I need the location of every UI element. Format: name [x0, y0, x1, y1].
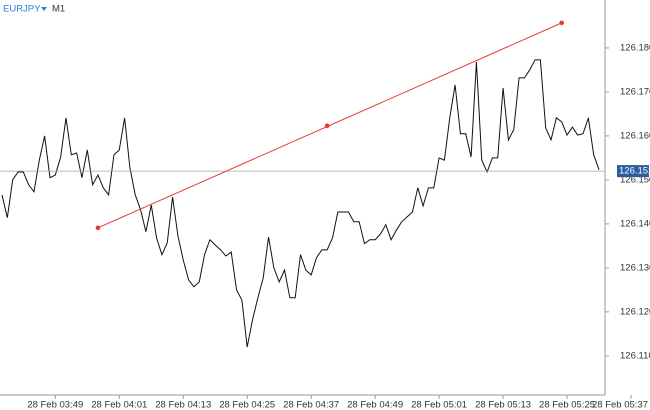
trendline-point — [95, 225, 101, 231]
x-tick-label: 28 Feb 04:37 — [283, 400, 339, 410]
x-tick-label: 28 Feb 04:25 — [219, 400, 275, 410]
x-tick-label: 28 Feb 05:25 — [539, 400, 595, 410]
x-tick-label: 28 Feb 03:49 — [27, 400, 83, 410]
timeframe[interactable]: M1 — [52, 4, 65, 15]
x-tick-label: 28 Feb 04:01 — [91, 400, 147, 410]
y-tick-label: 126.150 — [620, 174, 650, 185]
last-price-box — [617, 165, 649, 178]
dropdown-arrow[interactable] — [41, 7, 47, 11]
x-tick-label: 28 Feb 04:13 — [155, 400, 211, 410]
x-tick-label: 28 Feb 04:49 — [347, 400, 403, 410]
y-tick-label: 126.110 — [620, 350, 650, 361]
x-tick-label: 28 Feb 05:37 — [592, 400, 648, 410]
x-tick-label: 28 Feb 05:01 — [411, 400, 467, 410]
trendline — [97, 22, 562, 229]
y-tick-label: 126.160 — [620, 130, 650, 141]
y-tick-label: 126.180 — [620, 42, 650, 53]
y-tick-label: 126.120 — [620, 306, 650, 317]
y-tick-label: 126.140 — [620, 218, 650, 229]
trendline-point — [559, 20, 565, 26]
y-tick-label: 126.130 — [620, 262, 650, 273]
y-tick-label: 126.170 — [620, 86, 650, 97]
symbol[interactable]: EURJPY — [3, 4, 41, 15]
price-line — [1, 59, 600, 348]
x-tick-label: 28 Feb 05:13 — [475, 400, 531, 410]
last-price-label: 126.152 — [619, 166, 650, 177]
trendline-point — [324, 123, 330, 129]
